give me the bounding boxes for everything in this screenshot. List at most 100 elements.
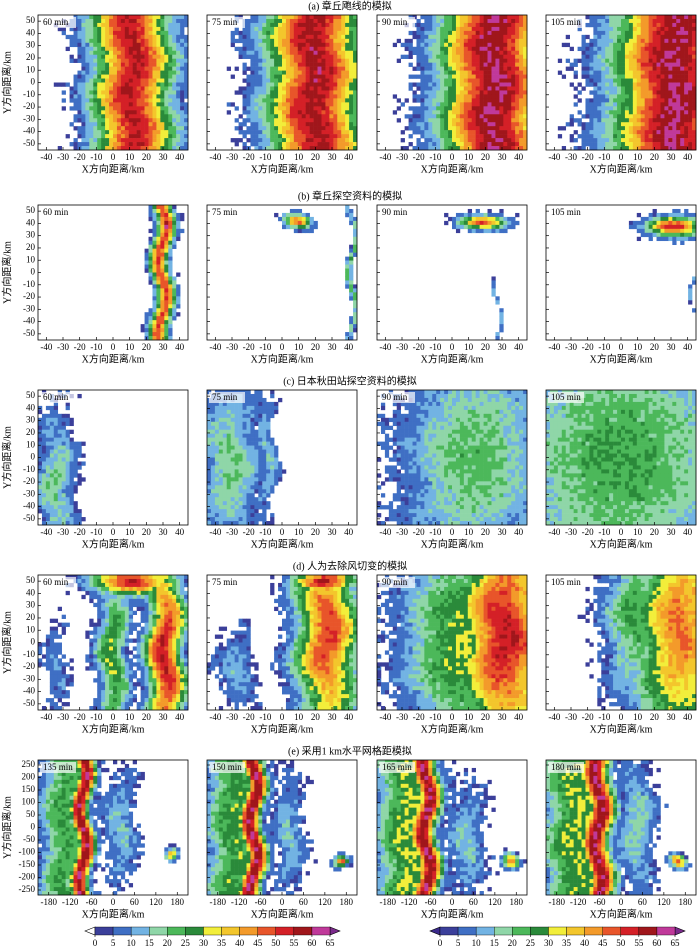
reflectivity-cell bbox=[353, 38, 358, 44]
reflectivity-cell bbox=[164, 130, 169, 135]
reflectivity-cell bbox=[238, 130, 243, 135]
reflectivity-cell bbox=[89, 18, 94, 24]
reflectivity-cell bbox=[85, 102, 90, 107]
reflectivity-cell bbox=[333, 146, 338, 151]
reflectivity-cell bbox=[282, 110, 287, 115]
reflectivity-cell bbox=[495, 34, 500, 40]
reflectivity-cell bbox=[38, 417, 43, 423]
reflectivity-cell bbox=[609, 58, 614, 63]
reflectivity-cell bbox=[636, 102, 642, 107]
reflectivity-cell bbox=[648, 82, 653, 87]
reflectivity-cell bbox=[432, 54, 437, 59]
reflectivity-cell bbox=[148, 38, 153, 44]
reflectivity-cell bbox=[601, 134, 606, 139]
reflectivity-cell bbox=[459, 98, 465, 103]
reflectivity-cell bbox=[301, 228, 306, 234]
reflectivity-cell bbox=[140, 78, 145, 83]
reflectivity-cell bbox=[648, 70, 653, 75]
reflectivity-cell bbox=[692, 18, 697, 24]
reflectivity-cell bbox=[459, 224, 465, 230]
reflectivity-cell bbox=[297, 138, 303, 143]
reflectivity-cell bbox=[353, 292, 358, 297]
reflectivity-cell bbox=[109, 62, 114, 67]
reflectivity-cell bbox=[317, 38, 322, 44]
reflectivity-cell bbox=[156, 244, 161, 249]
reflectivity-cell bbox=[624, 58, 630, 63]
reflectivity-cell bbox=[467, 94, 473, 99]
time-label: 75 min bbox=[212, 17, 238, 27]
reflectivity-cell bbox=[341, 74, 346, 79]
reflectivity-cell bbox=[349, 252, 354, 257]
reflectivity-cell bbox=[124, 102, 130, 107]
reflectivity-cell bbox=[499, 208, 504, 214]
reflectivity-cell bbox=[463, 34, 469, 40]
reflectivity-cell bbox=[660, 82, 665, 87]
reflectivity-cell bbox=[156, 264, 161, 269]
reflectivity-cell bbox=[593, 38, 598, 44]
reflectivity-cell bbox=[621, 42, 626, 48]
reflectivity-cell bbox=[176, 54, 181, 59]
reflectivity-cell bbox=[589, 106, 594, 111]
reflectivity-cell bbox=[81, 86, 86, 91]
reflectivity-cell bbox=[471, 114, 476, 119]
reflectivity-cell bbox=[97, 26, 102, 32]
reflectivity-cell bbox=[680, 146, 685, 151]
reflectivity-cell bbox=[692, 118, 697, 123]
reflectivity-cell bbox=[337, 118, 342, 123]
reflectivity-cell bbox=[353, 320, 358, 325]
reflectivity-cell bbox=[420, 34, 425, 40]
reflectivity-cell bbox=[684, 130, 689, 135]
reflectivity-cell bbox=[278, 94, 283, 99]
reflectivity-cell bbox=[459, 122, 465, 127]
reflectivity-cell bbox=[176, 90, 181, 95]
reflectivity-cell bbox=[452, 142, 457, 147]
reflectivity-cell bbox=[632, 18, 638, 24]
reflectivity-cell bbox=[593, 62, 598, 67]
reflectivity-cell bbox=[172, 316, 177, 321]
reflectivity-cell bbox=[246, 114, 251, 119]
reflectivity-cell bbox=[621, 122, 626, 127]
reflectivity-cell bbox=[668, 15, 673, 20]
reflectivity-cell bbox=[176, 50, 181, 56]
reflectivity-cell bbox=[507, 94, 512, 99]
reflectivity-cell bbox=[148, 122, 153, 127]
reflectivity-cell bbox=[353, 74, 358, 79]
reflectivity-cell bbox=[597, 94, 602, 99]
reflectivity-cell bbox=[258, 130, 263, 135]
reflectivity-cell bbox=[609, 18, 614, 24]
reflectivity-cell bbox=[124, 15, 130, 20]
reflectivity-cell bbox=[491, 22, 496, 28]
reflectivity-cell bbox=[503, 90, 508, 95]
reflectivity-cell bbox=[140, 134, 145, 139]
reflectivity-cell bbox=[640, 78, 645, 83]
reflectivity-cell bbox=[353, 126, 358, 131]
reflectivity-cell bbox=[242, 66, 247, 71]
reflectivity-cell bbox=[692, 236, 697, 242]
reflectivity-cell bbox=[668, 134, 673, 139]
x-tick-label: 0 bbox=[619, 152, 624, 162]
reflectivity-cell bbox=[109, 34, 114, 40]
panel: 60 min-40 -30 -20 -10 0 10 20 30 40-50-40-30-20-… bbox=[0, 14, 189, 175]
reflectivity-cell bbox=[628, 94, 634, 99]
reflectivity-cell bbox=[176, 272, 181, 277]
reflectivity-cell bbox=[491, 114, 496, 119]
reflectivity-cell bbox=[282, 78, 287, 83]
reflectivity-cell bbox=[680, 114, 685, 119]
reflectivity-cell bbox=[668, 66, 673, 71]
reflectivity-cell bbox=[684, 18, 689, 24]
reflectivity-cell bbox=[180, 42, 185, 48]
reflectivity-cell bbox=[605, 134, 610, 139]
reflectivity-cell bbox=[420, 90, 425, 95]
reflectivity-cell bbox=[523, 66, 528, 71]
reflectivity-cell bbox=[416, 110, 421, 115]
reflectivity-cell bbox=[511, 38, 516, 44]
reflectivity-cell bbox=[69, 122, 74, 127]
reflectivity-cell bbox=[660, 102, 665, 107]
reflectivity-cell bbox=[452, 54, 457, 59]
reflectivity-cell bbox=[297, 18, 303, 24]
reflectivity-cell bbox=[609, 78, 614, 83]
time-label-bg bbox=[548, 207, 584, 218]
reflectivity-cell bbox=[471, 98, 476, 103]
reflectivity-cell bbox=[589, 114, 594, 119]
reflectivity-cell bbox=[266, 98, 271, 103]
